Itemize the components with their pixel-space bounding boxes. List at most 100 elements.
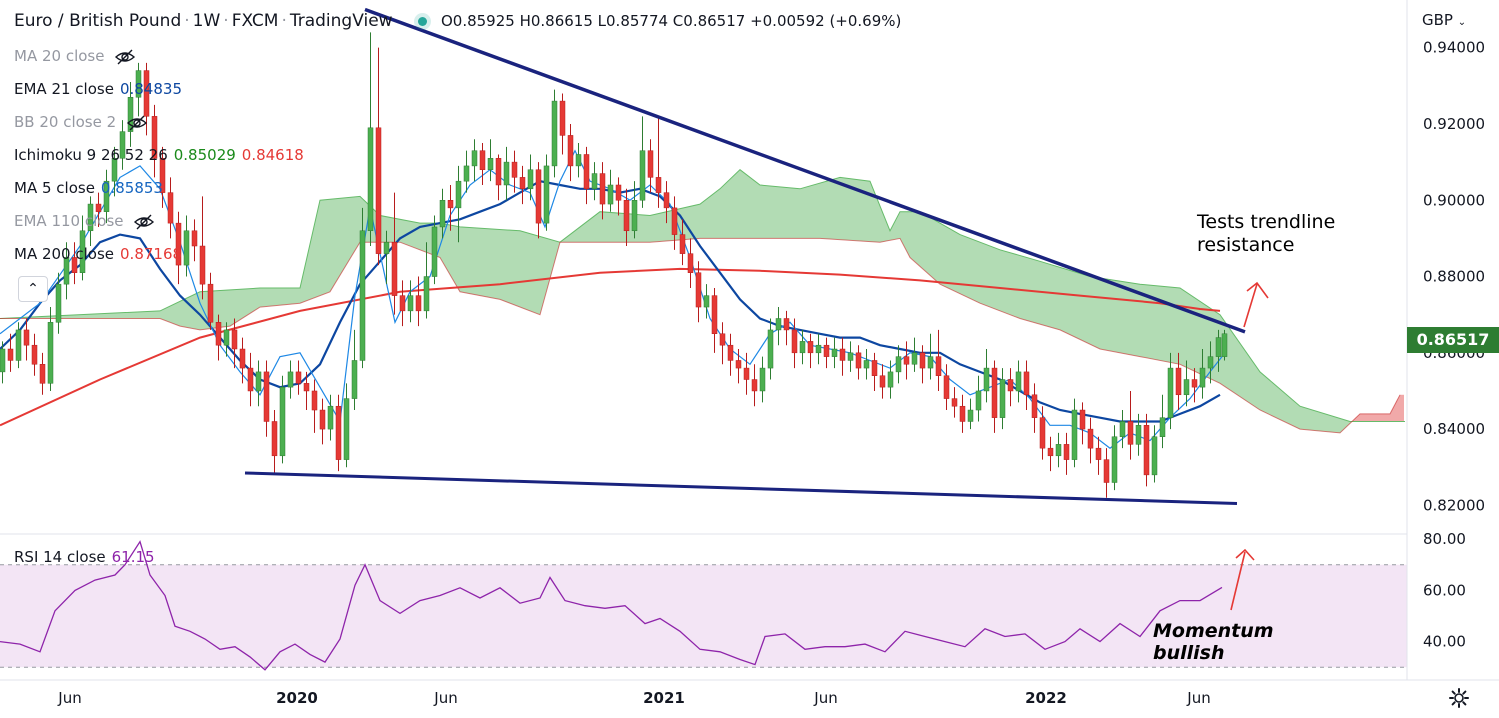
cloud-bull-segment [1176, 287, 1178, 364]
candle-body [607, 184, 614, 205]
cloud-bull-segment [96, 313, 98, 319]
currency-label[interactable]: GBP [1422, 11, 1453, 29]
candle [559, 93, 566, 155]
indicator-label[interactable]: BB 20 close 2 [14, 113, 117, 131]
candle-body [111, 158, 118, 182]
interval[interactable]: 1W [192, 11, 221, 31]
candle [199, 196, 206, 300]
indicator-row[interactable]: MA 5 close 0.85853 [14, 179, 163, 197]
hidden-eye-icon[interactable] [133, 214, 155, 230]
candle [103, 169, 110, 224]
cloud-bull-segment [1338, 417, 1340, 433]
symbol-name[interactable]: Euro / British Pound [14, 11, 182, 31]
arrow-up-icon [1230, 551, 1246, 611]
cloud-bull-segment [1276, 385, 1278, 419]
candle-body [175, 222, 182, 266]
indicator-label[interactable]: MA 5 close [14, 179, 95, 197]
indicator-label[interactable]: Ichimoku 9 26 52 26 [14, 146, 168, 164]
cloud-bear-segment [1400, 394, 1402, 422]
candle [1111, 425, 1118, 491]
cloud-bull-segment [1300, 406, 1302, 430]
candle-body [559, 100, 566, 136]
candle [775, 307, 782, 346]
candle [311, 379, 318, 433]
cloud-bull-segment [694, 204, 696, 239]
cloud-bull-segment [968, 237, 970, 299]
cloud-bull-segment [454, 225, 456, 285]
currency-selector[interactable]: GBP ⌄ [1422, 11, 1466, 29]
indicator-label[interactable]: MA 20 close [14, 47, 105, 65]
rsi-legend[interactable]: RSI 14 close 61.15 [14, 548, 155, 566]
cloud-bull-segment [700, 202, 702, 239]
hidden-eye-icon[interactable] [114, 49, 136, 65]
indicator-label[interactable]: EMA 110 close [14, 212, 124, 230]
indicator-row[interactable]: EMA 110 close [14, 212, 155, 230]
cloud-bull-segment [1136, 283, 1138, 357]
cloud-bull-segment [1334, 416, 1336, 433]
cloud-bull-segment [1294, 401, 1296, 428]
candle [223, 322, 230, 357]
cloud-bull-segment [110, 313, 112, 319]
indicator-row[interactable]: Ichimoku 9 26 52 26 0.85029 0.84618 [14, 146, 304, 164]
hidden-eye-icon[interactable] [126, 115, 148, 131]
candle-body [207, 283, 214, 323]
candle-body [223, 329, 230, 346]
cloud-bull-segment [504, 229, 506, 302]
candle-body [63, 257, 70, 285]
candle [711, 287, 718, 353]
cloud-bull-segment [1070, 270, 1072, 336]
candle [863, 349, 870, 380]
collapse-legend-button[interactable]: ⌃ [18, 276, 48, 302]
candle [519, 165, 526, 205]
candle [855, 345, 862, 380]
indicator-row[interactable]: EMA 21 close 0.84835 [14, 80, 182, 98]
cloud-bull-segment [314, 217, 316, 298]
candle [1103, 448, 1110, 498]
cloud-bull-segment [756, 181, 758, 239]
indicator-row[interactable]: MA 20 close [14, 47, 136, 65]
cloud-bull-segment [1100, 278, 1102, 350]
cloud-bull-segment [1110, 279, 1112, 352]
rsi-label[interactable]: RSI 14 close [14, 548, 106, 566]
cloud-bull-segment [428, 223, 430, 254]
candle [767, 318, 774, 380]
cloud-bull-segment [248, 288, 250, 315]
indicator-row[interactable]: MA 200 close 0.87168 [14, 245, 182, 263]
candle-body [991, 367, 998, 418]
cloud-bull-segment [242, 288, 244, 319]
cloud-bull-segment [1298, 404, 1300, 430]
cloud-bull-segment [918, 211, 920, 267]
candle-body [567, 135, 574, 167]
cloud-bull-segment [298, 287, 300, 304]
price-tick-label: 0.82000 [1423, 496, 1485, 514]
cloud-bull-segment [948, 227, 950, 289]
symbol-header[interactable]: Euro / British Pound · 1W · FXCM · TradingView… [14, 11, 902, 31]
cloud-bull-segment [286, 287, 288, 305]
cloud-bull-segment [1014, 253, 1016, 317]
cloud-bull-segment [1306, 408, 1308, 430]
chevron-down-icon[interactable]: ⌄ [1457, 17, 1467, 28]
indicator-row[interactable]: BB 20 close 2 [14, 113, 148, 131]
cloud-bull-segment [972, 239, 974, 301]
gear-icon[interactable] [1448, 687, 1470, 709]
indicator-label[interactable]: EMA 21 close [14, 80, 114, 98]
cloud-bull-segment [542, 237, 544, 308]
cloud-bull-segment [880, 205, 882, 243]
cloud-bull-segment [1324, 413, 1326, 432]
cloud-bull-segment [1092, 276, 1094, 347]
candle-body [527, 169, 534, 190]
candle-body [303, 383, 310, 392]
candle [1031, 383, 1038, 433]
candle [15, 322, 22, 369]
cloud-bull-segment [944, 225, 946, 288]
candle-body [519, 177, 526, 190]
cloud-bull-segment [268, 287, 270, 307]
cloud-bull-segment [158, 310, 160, 319]
candle-body [623, 200, 630, 232]
cloud-bull-segment [1258, 369, 1260, 411]
candle-body [807, 341, 814, 354]
cloud-bull-segment [94, 313, 96, 319]
cloud-bull-segment [156, 310, 158, 319]
indicator-label[interactable]: MA 200 close [14, 245, 115, 263]
